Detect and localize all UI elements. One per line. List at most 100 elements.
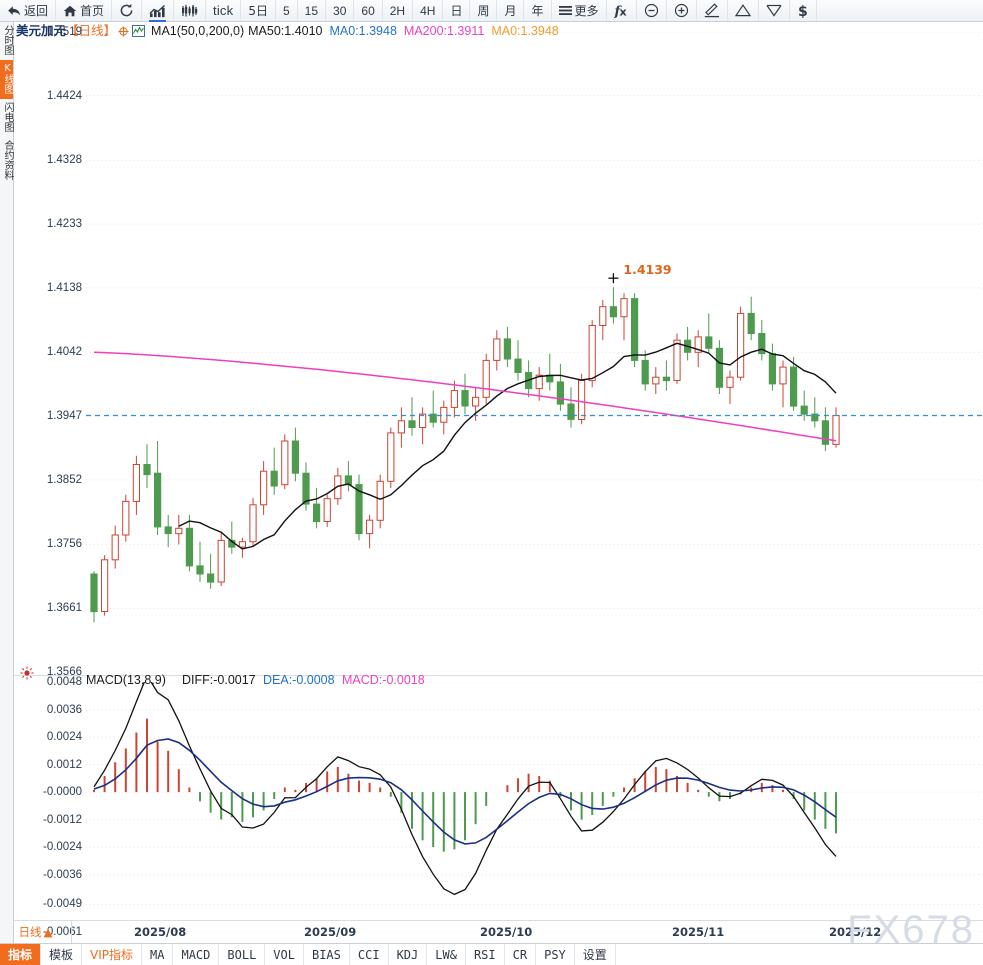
macd-tick-label: 0.0048 bbox=[46, 676, 82, 688]
svg-text:1.4139: 1.4139 bbox=[623, 262, 671, 277]
sidebar-item-timeshare[interactable]: 分时图 bbox=[2, 25, 13, 55]
toolbar-zoom-out-icon[interactable] bbox=[637, 0, 667, 21]
toolbar-5d-button[interactable]: 5日 bbox=[241, 0, 276, 21]
toolbar-month-label: 月 bbox=[504, 4, 517, 18]
pane-divider bbox=[14, 675, 983, 676]
tab-ma[interactable]: MA bbox=[142, 944, 174, 965]
toolbar-m15-label: 15 bbox=[304, 3, 319, 18]
pencil-icon bbox=[704, 3, 720, 18]
sidebar-item-kline[interactable]: K线图 bbox=[0, 60, 13, 99]
symbol-name: 美元加元 bbox=[16, 23, 67, 38]
settings-sun-icon[interactable] bbox=[20, 666, 34, 680]
mini-chart-icon[interactable] bbox=[132, 25, 146, 37]
price-tick-label: 1.4233 bbox=[46, 218, 82, 231]
tab-template[interactable]: 模板 bbox=[41, 944, 83, 965]
top-toolbar: 返回 首页 tick 5日 5 15 30 60 2H 4H 日周月年 更多 f x $ bbox=[0, 0, 983, 22]
timeframe-badge[interactable]: 日线 ▲ bbox=[0, 920, 72, 943]
toolbar-more-button[interactable]: 更多 bbox=[552, 0, 607, 21]
toolbar-m15-button[interactable]: 15 bbox=[298, 0, 327, 21]
tab-cr[interactable]: CR bbox=[505, 944, 537, 965]
back-arrow-icon bbox=[7, 5, 21, 17]
toolbar-candles-icon[interactable] bbox=[174, 0, 207, 21]
macd-tick-label: 0.0024 bbox=[46, 731, 82, 744]
macd-tick-label: -0.0024 bbox=[42, 841, 82, 854]
macd-tick-label: -0.0049 bbox=[42, 898, 82, 911]
macd-axis: 0.0048 0.0036 0.0024 0.0012 -0.0000 -0.0012 -0… bbox=[14, 676, 86, 940]
toolbar-5d-label: 5日 bbox=[248, 4, 268, 18]
tab-boll[interactable]: BOLL bbox=[219, 944, 266, 965]
date-tick-label: 2025/11 bbox=[672, 925, 725, 939]
price-plot[interactable]: 1.4139 bbox=[86, 32, 983, 672]
macd-plot[interactable] bbox=[86, 682, 983, 937]
toolbar-day-button[interactable]: 日 bbox=[443, 0, 471, 21]
toolbar-draw-icon[interactable] bbox=[697, 0, 728, 21]
toolbar-m60-button[interactable]: 60 bbox=[354, 0, 383, 21]
price-tick-label: 1.4042 bbox=[46, 346, 82, 359]
toolbar-week-label: 周 bbox=[477, 4, 490, 18]
price-tick-label: 1.4519 bbox=[46, 26, 82, 38]
toolbar-currency-icon[interactable]: $ bbox=[790, 0, 817, 21]
toolbar-h2-label: 2H bbox=[389, 3, 406, 18]
macd-dea-value: DEA:-0.0008 bbox=[263, 673, 335, 687]
toolbar-week-button[interactable]: 周 bbox=[470, 0, 498, 21]
toolbar-year-button[interactable]: 年 bbox=[524, 0, 552, 21]
toolbar-wedge-icon[interactable] bbox=[759, 0, 790, 21]
sidebar-item-lightning[interactable]: 闪电图 bbox=[2, 102, 13, 132]
toolbar-tick-button[interactable]: tick bbox=[206, 0, 242, 21]
macd-tick-label: -0.0061 bbox=[42, 926, 82, 938]
price-tick-label: 1.4424 bbox=[46, 89, 82, 102]
toolbar-m5-label: 5 bbox=[282, 3, 290, 18]
macd-tick-label: -0.0036 bbox=[42, 868, 82, 881]
tab-bias[interactable]: BIAS bbox=[304, 944, 350, 965]
date-tick-label: 2025/12 bbox=[829, 925, 882, 939]
toolbar-m5-button[interactable]: 5 bbox=[276, 0, 298, 21]
crosshair-icon[interactable] bbox=[118, 26, 129, 37]
toolbar-back-button[interactable]: 返回 bbox=[0, 0, 57, 21]
macd-tick-label: 0.0036 bbox=[46, 703, 82, 716]
toolbar-tick-label: tick bbox=[213, 3, 234, 18]
toolbar-bar-chart-icon[interactable] bbox=[142, 0, 175, 22]
tab-kdj[interactable]: KDJ bbox=[389, 944, 428, 965]
price-axis: 1.4519 1.4424 1.4328 1.4233 1.4138 1.4042 1.39… bbox=[14, 22, 86, 678]
tab-cci[interactable]: CCI bbox=[350, 944, 389, 965]
triangle-up-icon: ▲ bbox=[43, 924, 53, 939]
date-tick-label: 2025/09 bbox=[304, 925, 357, 939]
svg-text:$: $ bbox=[798, 4, 808, 18]
tab-rsi[interactable]: RSI bbox=[466, 944, 505, 965]
tab-vol[interactable]: VOL bbox=[265, 944, 304, 965]
ma200-value: MA200:1.3911 bbox=[403, 24, 485, 38]
toolbar-home-button[interactable]: 首页 bbox=[56, 0, 113, 21]
toolbar-refresh-icon[interactable] bbox=[112, 0, 143, 21]
toolbar-triangle-icon[interactable] bbox=[728, 0, 759, 21]
candlestick-icon bbox=[181, 4, 198, 18]
toolbar-m30-button[interactable]: 30 bbox=[326, 0, 355, 21]
sidebar-item-contract[interactable]: 合约资料 bbox=[2, 140, 13, 180]
tab-vip[interactable]: VIP指标 bbox=[82, 944, 143, 965]
price-tick-label: 1.3661 bbox=[46, 602, 82, 615]
toolbar-more-label: 更多 bbox=[574, 4, 599, 18]
indicator-tab-bar: 指标 模板 VIP指标 MA MACD BOLL VOL BIAS CCI KDJ LW& RSI CR… bbox=[0, 943, 983, 965]
toolbar-month-button[interactable]: 月 bbox=[497, 0, 525, 21]
tab-lwr[interactable]: LW& bbox=[427, 944, 466, 965]
tab-indicator[interactable]: 指标 bbox=[0, 944, 42, 965]
tab-psy[interactable]: PSY bbox=[536, 944, 575, 965]
tab-settings[interactable]: 设置 bbox=[575, 944, 616, 965]
ma0-orange-value: MA0:1.3948 bbox=[491, 24, 559, 38]
tab-macd[interactable]: MACD bbox=[173, 944, 220, 965]
chart-header-legend: 美元加元 【日线】 MA1(50,0,200,0) MA50:1.4010 MA… bbox=[14, 22, 983, 40]
toolbar-h2-button[interactable]: 2H bbox=[383, 0, 414, 21]
macd-macd-value: MACD:-0.0018 bbox=[342, 673, 425, 687]
refresh-icon bbox=[119, 3, 134, 18]
toolbar-zoom-in-icon[interactable] bbox=[667, 0, 697, 21]
home-icon bbox=[63, 5, 77, 17]
tab-bar-filler bbox=[616, 944, 983, 965]
zoom-out-icon bbox=[644, 3, 659, 18]
price-tick-label: 1.3852 bbox=[46, 473, 82, 486]
chart-area: 美元加元 【日线】 MA1(50,0,200,0) MA50:1.4010 MA… bbox=[14, 22, 983, 943]
toolbar-h4-button[interactable]: 4H bbox=[413, 0, 444, 21]
toolbar-day-label: 日 bbox=[450, 4, 463, 18]
wedge-icon bbox=[766, 4, 782, 17]
